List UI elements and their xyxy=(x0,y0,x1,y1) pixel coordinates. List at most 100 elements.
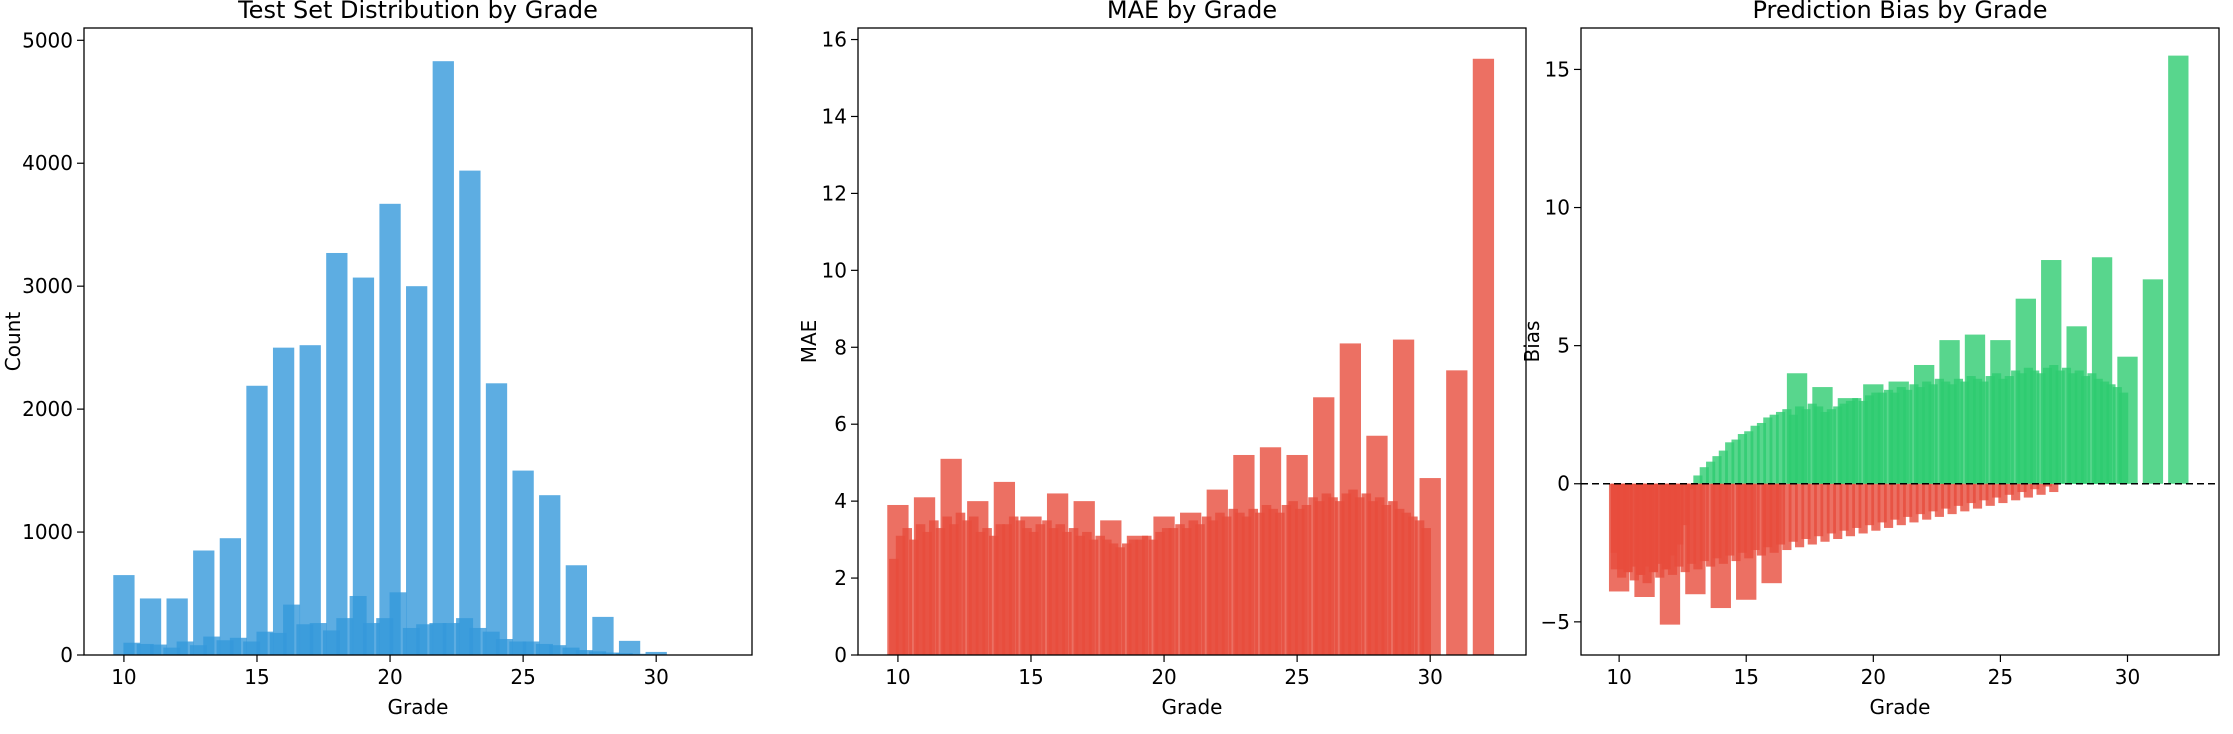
y-tick-label: 4 xyxy=(834,489,847,513)
dense-bar xyxy=(1693,475,1703,484)
y-tick-label: 2000 xyxy=(22,397,73,421)
bar xyxy=(1837,398,1859,484)
dense-bar-neg xyxy=(1839,483,1849,531)
dense-bar-neg xyxy=(1820,483,1830,542)
dense-bar-neg xyxy=(1801,483,1811,539)
dense-bar xyxy=(1255,512,1265,655)
dense-bar-neg xyxy=(1629,483,1639,581)
y-tick-label: 0 xyxy=(60,643,73,667)
y-tick-label: 5000 xyxy=(22,28,73,52)
bar xyxy=(1710,483,1731,609)
dense-bar xyxy=(2112,387,2122,484)
y-axis-label: Bias xyxy=(1520,321,1544,363)
chart-title: MAE by Grade xyxy=(1107,0,1277,24)
y-tick-label: 0 xyxy=(1557,472,1570,496)
bar xyxy=(1659,483,1681,625)
bar xyxy=(1259,447,1282,655)
y-tick-label: 3000 xyxy=(22,274,73,298)
bar xyxy=(246,385,268,655)
bar xyxy=(2142,279,2164,484)
bar xyxy=(299,345,321,655)
bar xyxy=(565,565,587,655)
dense-bar-neg xyxy=(1934,483,1944,517)
dense-bar-neg xyxy=(1877,483,1887,523)
bar xyxy=(618,640,641,655)
x-axis-label: Grade xyxy=(1162,695,1223,719)
bar xyxy=(967,501,989,655)
dense-bar-neg xyxy=(2023,483,2033,498)
y-tick-label: 10 xyxy=(822,258,847,282)
dense-bar-neg xyxy=(2004,483,2014,495)
dense-bar xyxy=(2087,373,2097,484)
bar xyxy=(219,538,242,655)
bar xyxy=(592,616,614,655)
bar xyxy=(1073,501,1095,655)
bar xyxy=(1608,483,1630,592)
y-tick-label: 16 xyxy=(822,28,847,52)
y-tick-label: 1000 xyxy=(22,520,73,544)
dense-bar-neg xyxy=(1807,483,1817,545)
bar xyxy=(1313,397,1335,655)
dense-bar-neg xyxy=(1864,483,1875,526)
bar xyxy=(2066,326,2087,484)
dense-bar-neg xyxy=(1941,483,1951,509)
bar xyxy=(406,286,428,655)
x-tick-label: 20 xyxy=(1151,665,1176,689)
bar xyxy=(539,495,561,655)
bar xyxy=(113,575,135,655)
bar xyxy=(993,481,1016,655)
y-tick-label: 14 xyxy=(822,104,847,128)
dense-bar-neg xyxy=(1890,483,1900,520)
dense-bar-neg xyxy=(2011,483,2021,501)
bar xyxy=(1446,370,1468,655)
bars xyxy=(887,58,1495,655)
bar xyxy=(1990,340,2011,484)
dense-bar xyxy=(1388,501,1398,655)
bar xyxy=(2117,356,2138,484)
bars xyxy=(1608,55,2189,625)
bar xyxy=(645,651,667,655)
dense-bar-neg xyxy=(1680,483,1690,573)
dense-bar xyxy=(1960,381,1970,484)
dense-bar-neg xyxy=(1953,483,1964,506)
dense-bar xyxy=(1909,384,1919,484)
bar xyxy=(193,550,215,655)
bar xyxy=(432,61,454,655)
dense-bar-neg xyxy=(2049,483,2059,493)
bar xyxy=(1786,373,1808,484)
bar xyxy=(1634,483,1655,597)
dense-bar-neg xyxy=(1896,483,1906,526)
dense-bar-neg xyxy=(1992,483,2002,498)
bar xyxy=(1472,58,1495,655)
y-tick-label: 15 xyxy=(1545,57,1570,81)
bar xyxy=(2041,260,2062,484)
dense-bar-neg xyxy=(1985,483,1995,506)
dense-bar-neg xyxy=(1871,483,1881,531)
bar xyxy=(1233,454,1255,655)
dense-bar-neg xyxy=(1966,483,1976,504)
y-tick-label: 8 xyxy=(834,335,847,359)
bar xyxy=(1339,343,1361,655)
dense-bar-neg xyxy=(1903,483,1913,517)
bar xyxy=(1392,339,1415,655)
dense-bar xyxy=(2061,367,2072,484)
dense-bar xyxy=(1015,520,1026,655)
bar xyxy=(1761,483,1782,584)
axes-frame xyxy=(857,27,1527,656)
bar xyxy=(2168,55,2189,484)
bar xyxy=(1206,489,1228,655)
dense-bar-neg xyxy=(1782,483,1792,551)
y-tick-label: 5 xyxy=(1557,334,1570,358)
x-axis-label: Grade xyxy=(1870,695,1931,719)
bar xyxy=(1153,516,1175,655)
y-tick-label: 2 xyxy=(834,566,847,590)
bar xyxy=(379,203,401,655)
x-tick-label: 15 xyxy=(244,665,269,689)
dense-bar xyxy=(1782,409,1792,484)
bar xyxy=(166,598,188,655)
y-tick-label: 12 xyxy=(822,181,847,205)
dense-bar xyxy=(1201,516,1212,655)
dense-bar xyxy=(1775,411,1786,484)
x-tick-label: 30 xyxy=(2115,665,2140,689)
